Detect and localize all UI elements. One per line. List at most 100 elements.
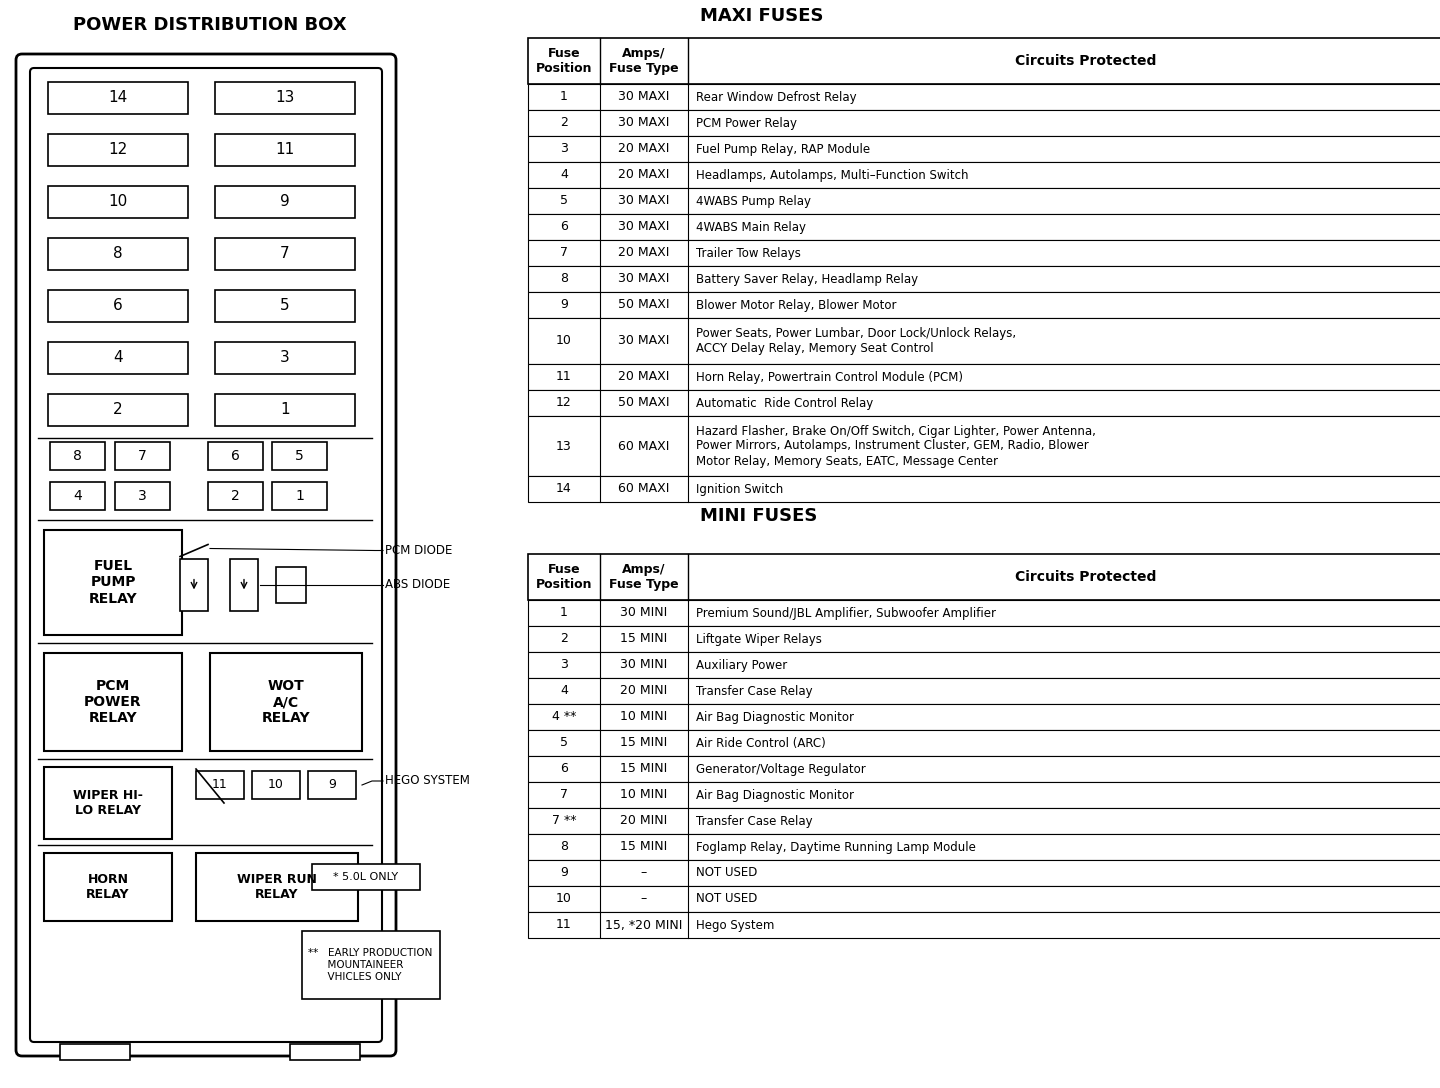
Bar <box>528 860 1440 886</box>
Text: Transfer Case Relay: Transfer Case Relay <box>696 815 812 828</box>
Text: 4: 4 <box>560 684 567 697</box>
Bar <box>528 886 1440 912</box>
Text: 7 **: 7 ** <box>552 815 576 828</box>
Text: 15 MINI: 15 MINI <box>621 632 668 645</box>
Text: Premium Sound/JBL Amplifier, Subwoofer Amplifier: Premium Sound/JBL Amplifier, Subwoofer A… <box>696 606 996 619</box>
Bar <box>528 84 1440 110</box>
Bar <box>48 342 189 374</box>
Text: 9: 9 <box>328 779 336 791</box>
Bar <box>215 186 356 218</box>
Bar <box>115 482 170 510</box>
Text: 11: 11 <box>556 371 572 383</box>
Text: 15 MINI: 15 MINI <box>621 763 668 776</box>
Bar <box>528 265 1440 292</box>
Bar <box>215 394 356 426</box>
Text: Power Seats, Power Lumbar, Door Lock/Unlock Relays,
ACCY Delay Relay, Memory Sea: Power Seats, Power Lumbar, Door Lock/Unl… <box>696 327 1017 355</box>
Bar <box>215 134 356 166</box>
Text: 20 MAXI: 20 MAXI <box>618 371 670 383</box>
Text: 13: 13 <box>275 90 295 106</box>
Bar <box>528 390 1440 416</box>
Text: 9: 9 <box>281 195 289 210</box>
Text: 2: 2 <box>114 403 122 418</box>
Text: Hego System: Hego System <box>696 918 775 931</box>
Bar <box>528 912 1440 938</box>
Bar <box>528 38 1440 84</box>
FancyBboxPatch shape <box>30 67 382 1042</box>
Bar <box>528 626 1440 652</box>
Text: 10: 10 <box>268 779 284 791</box>
Text: 10 MINI: 10 MINI <box>621 789 668 802</box>
Text: 1: 1 <box>281 403 289 418</box>
Text: 10 MINI: 10 MINI <box>621 710 668 724</box>
Bar <box>528 162 1440 188</box>
Text: 12: 12 <box>556 396 572 409</box>
Text: Hazard Flasher, Brake On/Off Switch, Cigar Lighter, Power Antenna,
Power Mirrors: Hazard Flasher, Brake On/Off Switch, Cig… <box>696 424 1096 468</box>
Bar <box>45 653 181 751</box>
Bar <box>48 186 189 218</box>
Text: 5: 5 <box>281 298 289 313</box>
Text: 7: 7 <box>281 247 289 261</box>
Text: Amps/
Fuse Type: Amps/ Fuse Type <box>609 47 678 75</box>
Text: 7: 7 <box>560 247 567 260</box>
Text: Fuse
Position: Fuse Position <box>536 47 592 75</box>
Text: WOT
A/C
RELAY: WOT A/C RELAY <box>262 679 310 726</box>
Text: 10: 10 <box>556 892 572 905</box>
Text: 1: 1 <box>560 90 567 103</box>
Bar <box>528 416 1440 477</box>
Text: ABS DIODE: ABS DIODE <box>384 578 451 591</box>
Text: Circuits Protected: Circuits Protected <box>1015 570 1156 584</box>
Text: 2: 2 <box>232 489 240 503</box>
Bar <box>528 110 1440 136</box>
Text: 30 MAXI: 30 MAXI <box>618 272 670 285</box>
Text: WIPER RUN
RELAY: WIPER RUN RELAY <box>238 873 317 901</box>
Bar <box>302 931 441 999</box>
Text: 11: 11 <box>212 779 228 791</box>
Text: 50 MAXI: 50 MAXI <box>618 298 670 311</box>
Text: 13: 13 <box>556 440 572 453</box>
Text: Liftgate Wiper Relays: Liftgate Wiper Relays <box>696 632 822 645</box>
Text: NOT USED: NOT USED <box>696 866 757 879</box>
Text: 20 MAXI: 20 MAXI <box>618 143 670 156</box>
Text: MINI FUSES: MINI FUSES <box>700 507 818 526</box>
Text: 8: 8 <box>560 841 567 853</box>
Bar <box>45 530 181 635</box>
Bar <box>207 442 264 470</box>
Text: HORN
RELAY: HORN RELAY <box>86 873 130 901</box>
Text: 4: 4 <box>73 489 82 503</box>
Bar <box>528 318 1440 364</box>
Text: Ignition Switch: Ignition Switch <box>696 482 783 495</box>
Text: Generator/Voltage Regulator: Generator/Voltage Regulator <box>696 763 865 776</box>
Bar <box>528 136 1440 162</box>
Text: Blower Motor Relay, Blower Motor: Blower Motor Relay, Blower Motor <box>696 298 897 311</box>
Text: Automatic  Ride Control Relay: Automatic Ride Control Relay <box>696 396 873 409</box>
Bar <box>528 240 1440 265</box>
Text: 30 MAXI: 30 MAXI <box>618 116 670 129</box>
Bar <box>528 554 1440 599</box>
Bar <box>528 730 1440 756</box>
Bar <box>48 290 189 322</box>
Text: Air Bag Diagnostic Monitor: Air Bag Diagnostic Monitor <box>696 710 854 724</box>
Text: FUEL
PUMP
RELAY: FUEL PUMP RELAY <box>89 559 137 606</box>
Bar <box>45 853 171 922</box>
Text: MAXI FUSES: MAXI FUSES <box>700 7 824 25</box>
Text: 6: 6 <box>560 763 567 776</box>
Text: 60 MAXI: 60 MAXI <box>618 440 670 453</box>
Text: 8: 8 <box>560 272 567 285</box>
Text: 8: 8 <box>114 247 122 261</box>
Bar <box>312 864 420 890</box>
Bar <box>528 214 1440 240</box>
Text: 15, *20 MINI: 15, *20 MINI <box>605 918 683 931</box>
Bar <box>210 653 361 751</box>
Text: 50 MAXI: 50 MAXI <box>618 396 670 409</box>
Text: –: – <box>641 866 647 879</box>
Bar <box>308 771 356 799</box>
Text: 4 **: 4 ** <box>552 710 576 724</box>
Bar <box>528 756 1440 782</box>
Text: 20 MINI: 20 MINI <box>621 684 668 697</box>
Bar <box>207 482 264 510</box>
Bar <box>230 558 258 610</box>
Bar <box>289 1044 360 1060</box>
Bar <box>196 771 243 799</box>
Bar <box>528 834 1440 860</box>
Text: 6: 6 <box>560 221 567 234</box>
